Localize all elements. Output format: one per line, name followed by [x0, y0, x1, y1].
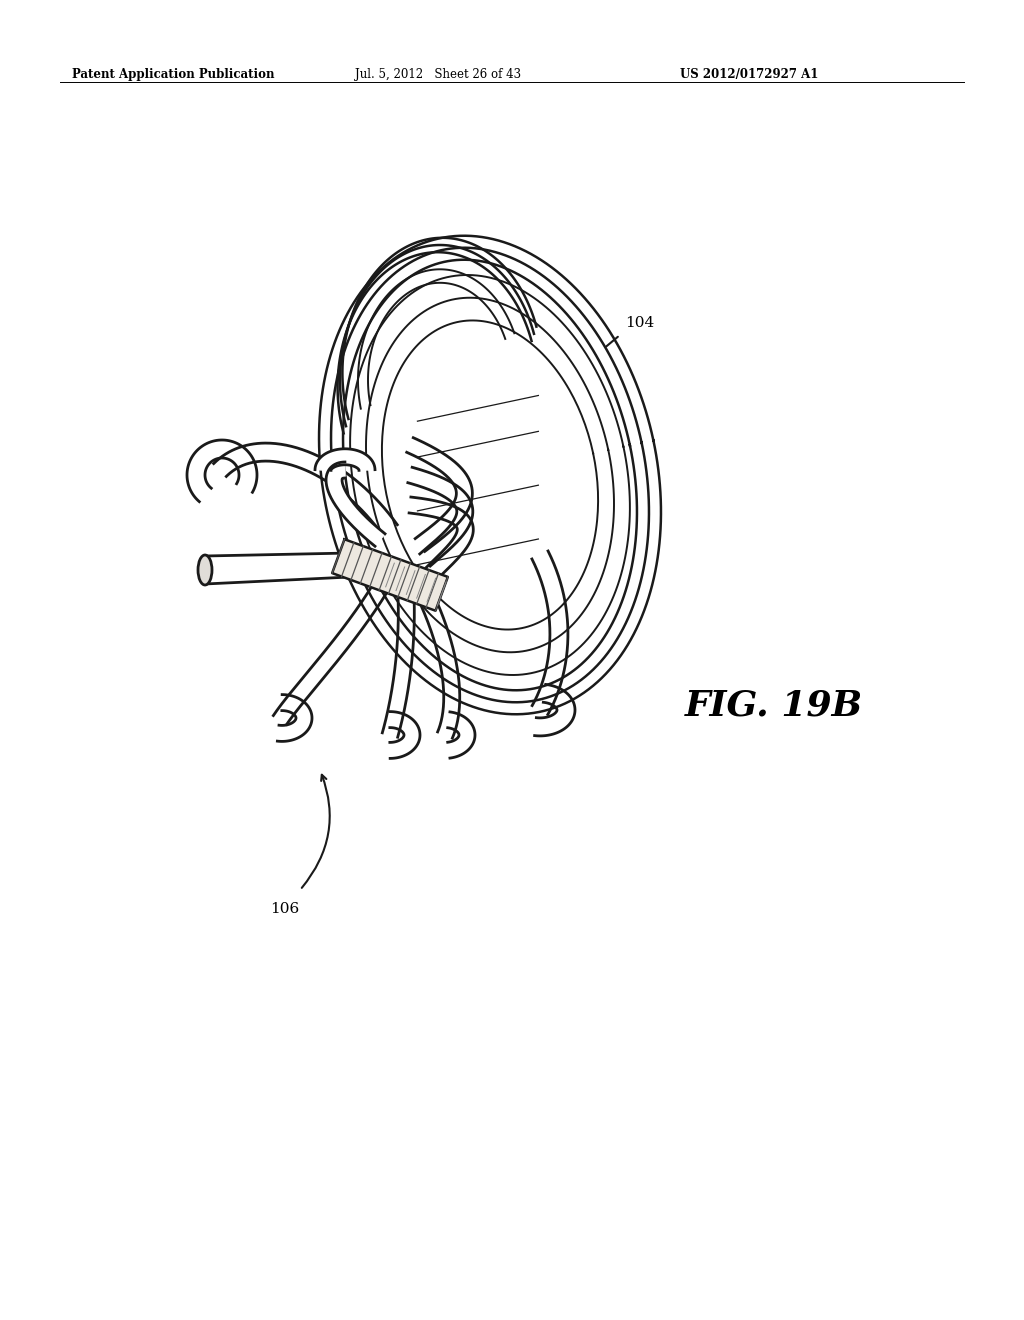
- Text: 104: 104: [625, 315, 654, 330]
- Text: US 2012/0172927 A1: US 2012/0172927 A1: [680, 69, 818, 81]
- Polygon shape: [315, 449, 375, 470]
- Polygon shape: [447, 711, 475, 758]
- Text: FIG. 19B: FIG. 19B: [685, 688, 863, 722]
- Polygon shape: [326, 462, 385, 546]
- Text: Jul. 5, 2012   Sheet 26 of 43: Jul. 5, 2012 Sheet 26 of 43: [355, 69, 521, 81]
- Text: 106: 106: [270, 902, 299, 916]
- Polygon shape: [408, 467, 473, 566]
- Polygon shape: [531, 550, 568, 714]
- Polygon shape: [214, 444, 397, 535]
- Text: 150: 150: [443, 660, 472, 675]
- Polygon shape: [273, 576, 392, 725]
- Polygon shape: [205, 553, 350, 583]
- Polygon shape: [407, 438, 472, 552]
- Polygon shape: [187, 440, 257, 502]
- Polygon shape: [332, 540, 447, 611]
- Polygon shape: [278, 694, 312, 742]
- Polygon shape: [535, 685, 575, 735]
- Ellipse shape: [198, 554, 212, 585]
- Polygon shape: [410, 498, 473, 581]
- Polygon shape: [340, 246, 534, 426]
- Text: Patent Application Publication: Patent Application Publication: [72, 69, 274, 81]
- Polygon shape: [331, 248, 649, 702]
- Polygon shape: [408, 572, 460, 738]
- Polygon shape: [390, 711, 420, 759]
- Polygon shape: [382, 579, 415, 737]
